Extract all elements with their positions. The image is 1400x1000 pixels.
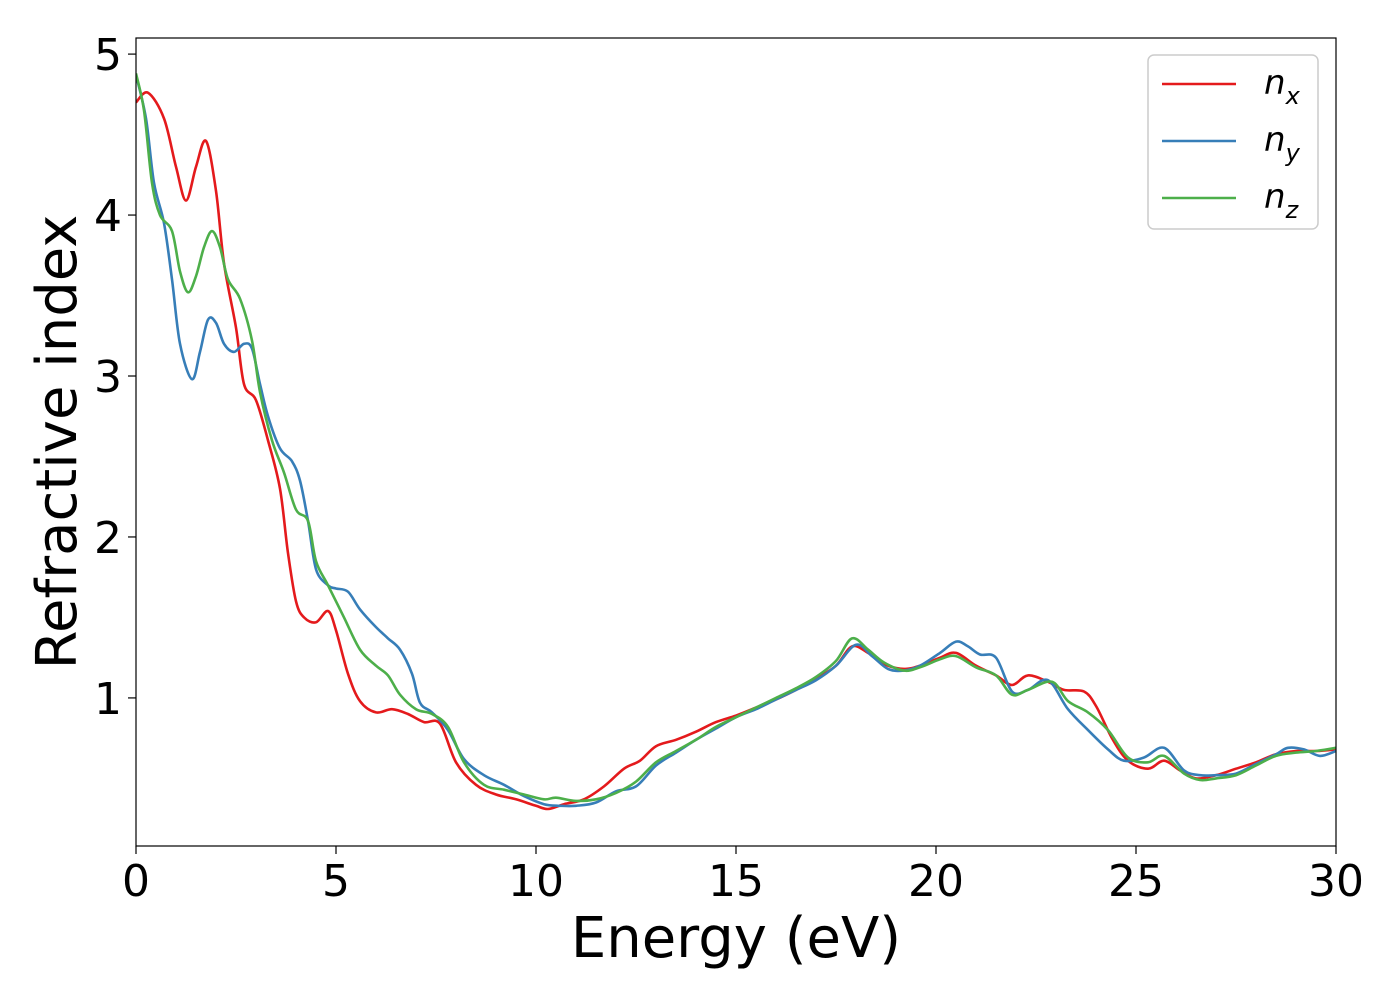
y-axis-title: Refractive index bbox=[25, 215, 90, 670]
y-tick-label: 1 bbox=[94, 674, 122, 725]
series-line-nx bbox=[136, 91, 1336, 811]
x-tick-label: 10 bbox=[508, 856, 564, 907]
x-tick-label: 0 bbox=[122, 856, 150, 907]
y-tick-label: 2 bbox=[94, 513, 122, 564]
y-tick-label: 3 bbox=[94, 352, 122, 403]
x-tick-label: 20 bbox=[908, 856, 964, 907]
y-tick-label: 5 bbox=[94, 30, 122, 81]
x-tick-label: 5 bbox=[322, 856, 350, 907]
x-axis-title: Energy (eV) bbox=[571, 906, 901, 971]
x-tick-label: 25 bbox=[1108, 856, 1164, 907]
y-axis: 1 2 3 4 5 bbox=[94, 30, 136, 725]
x-axis: 0 5 10 15 20 25 30 bbox=[122, 846, 1364, 907]
x-tick-label: 15 bbox=[708, 856, 764, 907]
plot-background bbox=[136, 38, 1336, 846]
y-tick-label: 4 bbox=[94, 191, 122, 242]
x-tick-label: 30 bbox=[1308, 856, 1364, 907]
series-line-nz bbox=[136, 73, 1336, 803]
series-layer bbox=[136, 73, 1336, 811]
